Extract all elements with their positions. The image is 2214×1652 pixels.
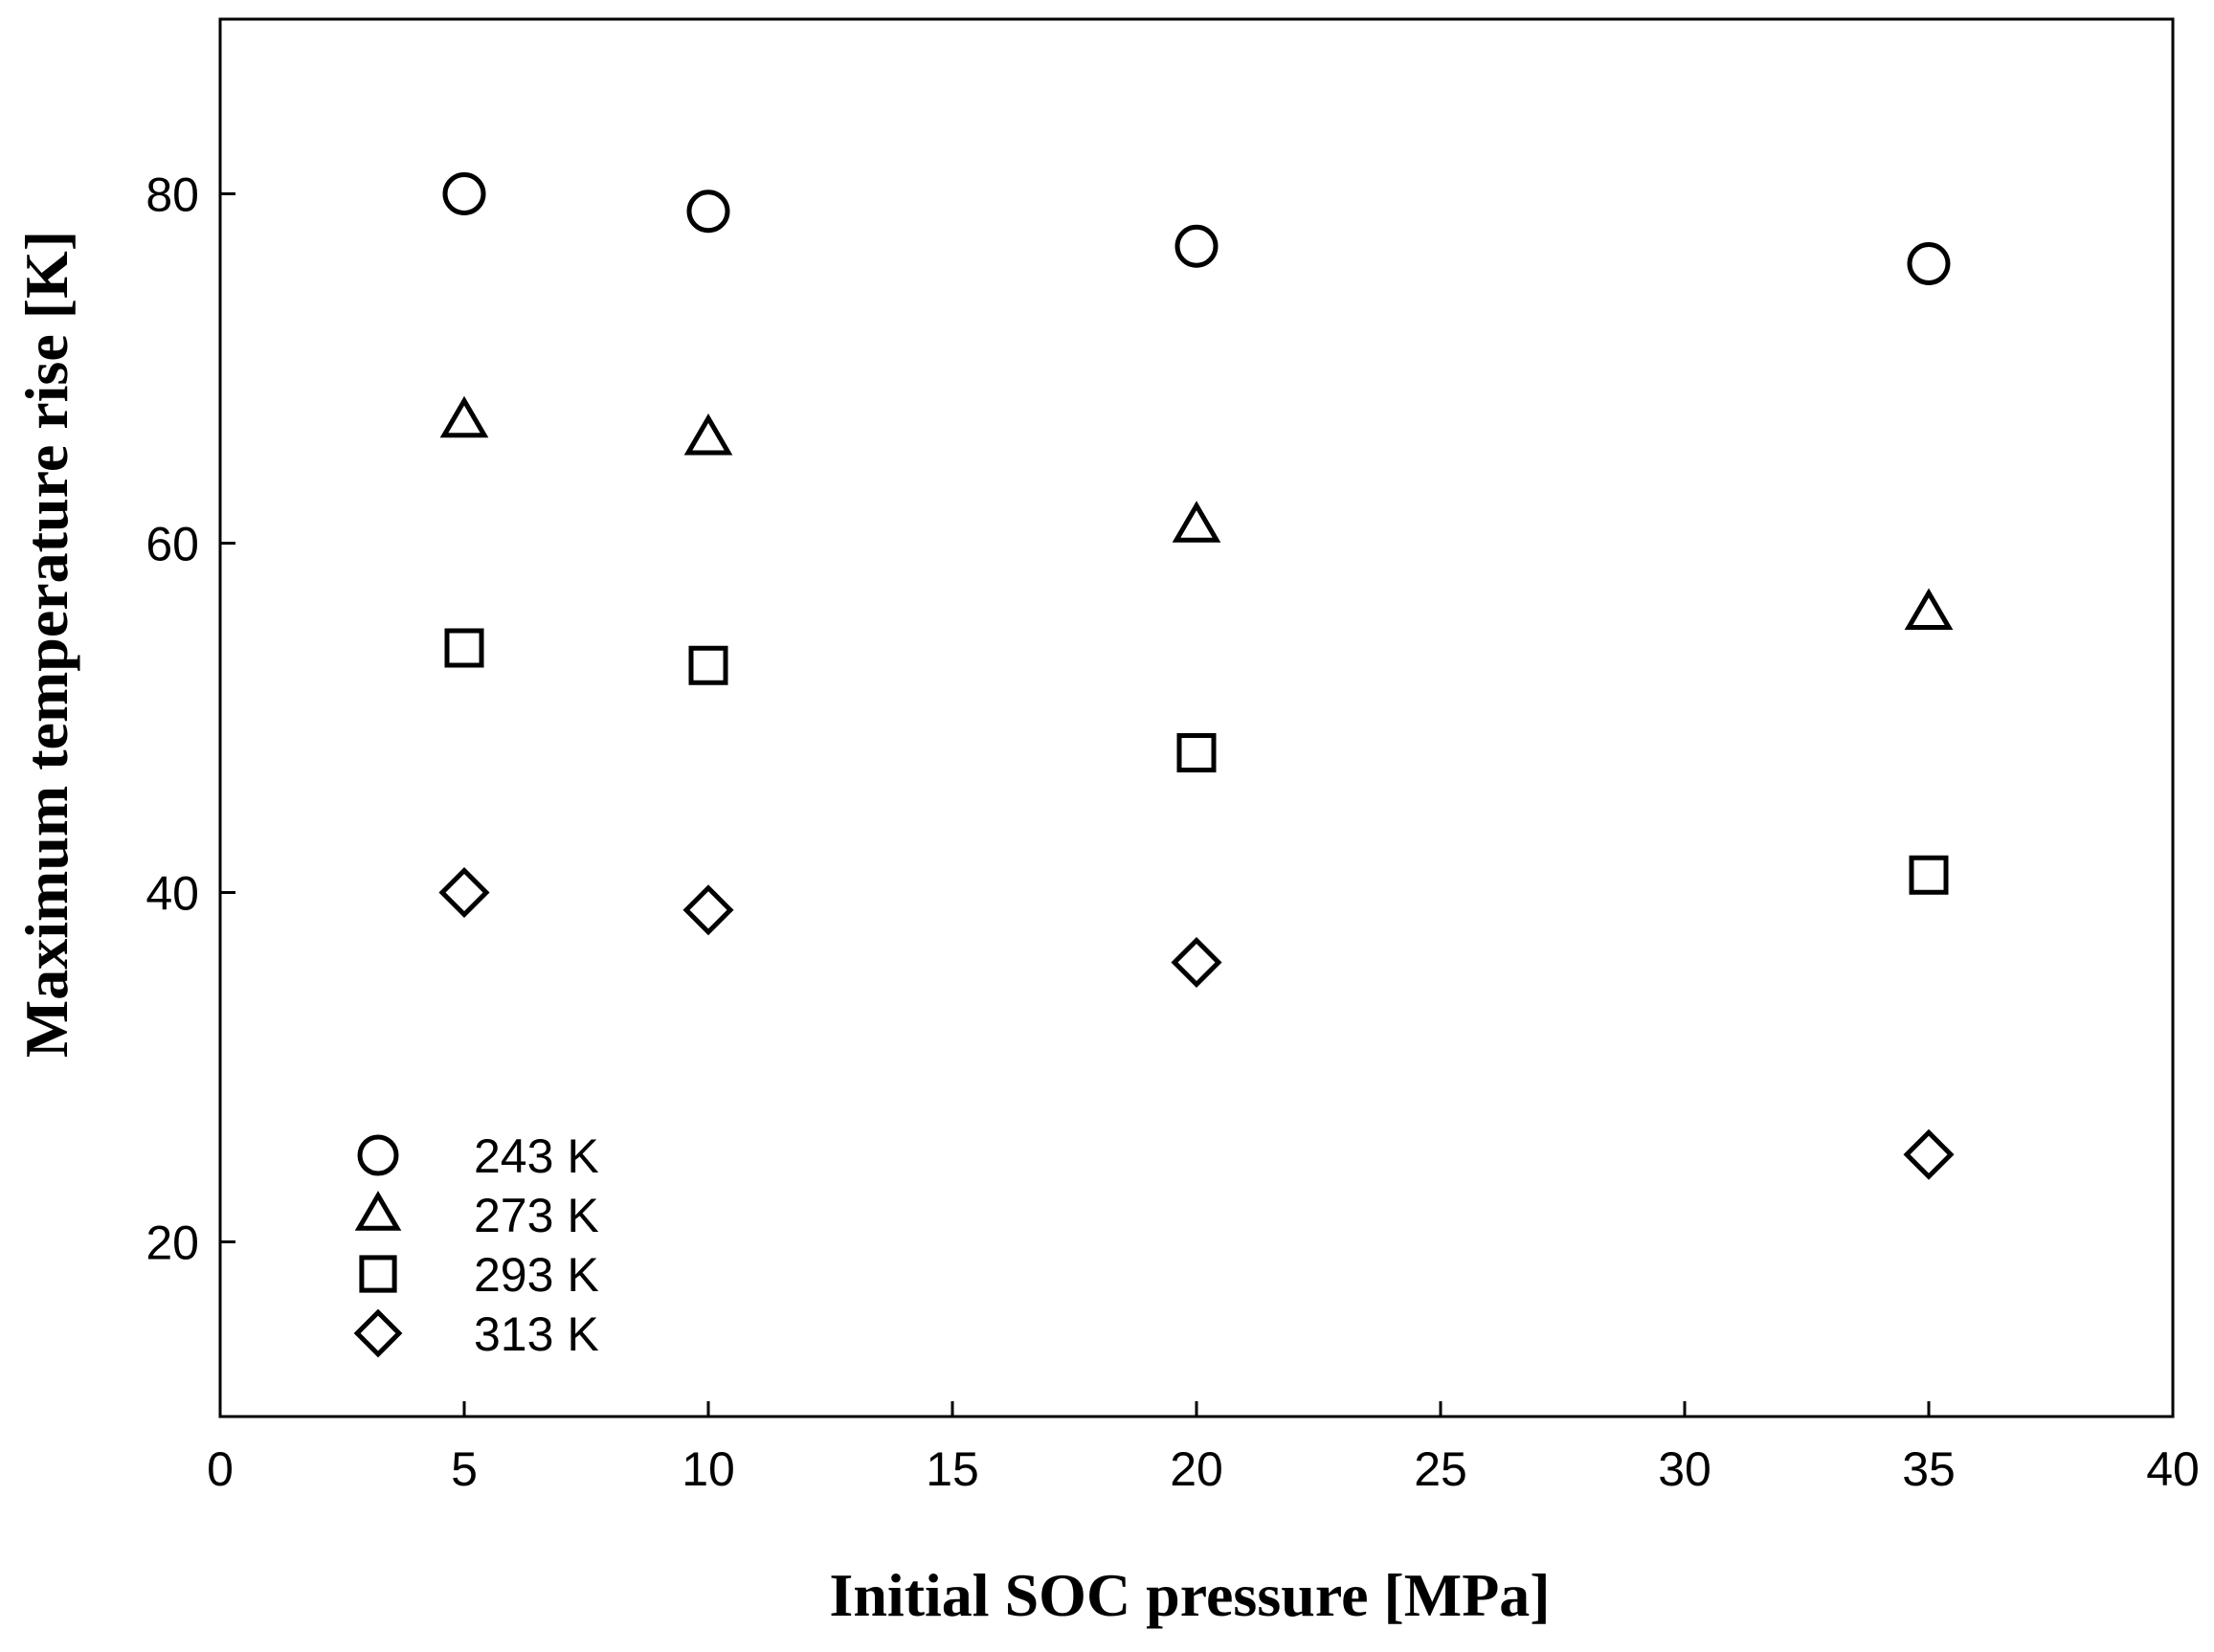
legend-label: 293 K — [474, 1248, 599, 1302]
data-point-triangle — [1172, 501, 1221, 543]
data-points — [438, 172, 1955, 1180]
data-point-diamond — [682, 884, 734, 936]
x-tick-label: 35 — [1902, 1442, 1956, 1496]
data-point-triangle — [1904, 588, 1954, 630]
legend-label: 243 K — [474, 1129, 599, 1183]
x-tick-label: 25 — [1414, 1442, 1467, 1496]
data-point-square — [444, 628, 484, 668]
y-tick-label: 40 — [145, 867, 199, 921]
y-axis-title: Maximum temperature rise [K] — [12, 231, 80, 1058]
y-tick-label: 60 — [145, 518, 199, 571]
ticks: 0 5 10 15 20 25 30 35 40 20 40 60 80 — [145, 168, 2199, 1497]
data-point-circle — [686, 190, 730, 234]
data-point-square — [1176, 733, 1217, 772]
legend-marker-square — [359, 1255, 397, 1293]
legend-marker-diamond — [353, 1308, 403, 1358]
x-tick-label: 15 — [926, 1442, 979, 1496]
data-point-diamond — [1171, 936, 1222, 989]
y-tick-label: 80 — [145, 168, 199, 222]
x-tick-label: 0 — [207, 1442, 234, 1496]
x-tick-label: 30 — [1658, 1442, 1711, 1496]
legend-label: 273 K — [474, 1189, 599, 1242]
data-point-circle — [442, 172, 486, 215]
data-point-triangle — [683, 413, 733, 456]
data-point-circle — [1907, 242, 1951, 285]
data-point-square — [688, 645, 728, 685]
x-tick-label: 40 — [2146, 1442, 2200, 1496]
data-point-diamond — [1903, 1128, 1955, 1180]
y-tick-label: 20 — [145, 1217, 199, 1270]
legend-marker-circle — [357, 1134, 399, 1176]
x-tick-label: 10 — [682, 1442, 735, 1496]
legend-label: 313 K — [474, 1307, 599, 1361]
x-tick-label: 5 — [451, 1442, 478, 1496]
data-point-circle — [1174, 224, 1219, 268]
data-point-diamond — [438, 866, 490, 919]
x-axis-title: Initial SOC pressure [MPa] — [829, 1561, 1550, 1629]
legend-marker-triangle — [354, 1191, 402, 1231]
x-tick-label: 20 — [1170, 1442, 1223, 1496]
data-point-triangle — [439, 395, 489, 438]
data-point-square — [1909, 855, 1949, 895]
